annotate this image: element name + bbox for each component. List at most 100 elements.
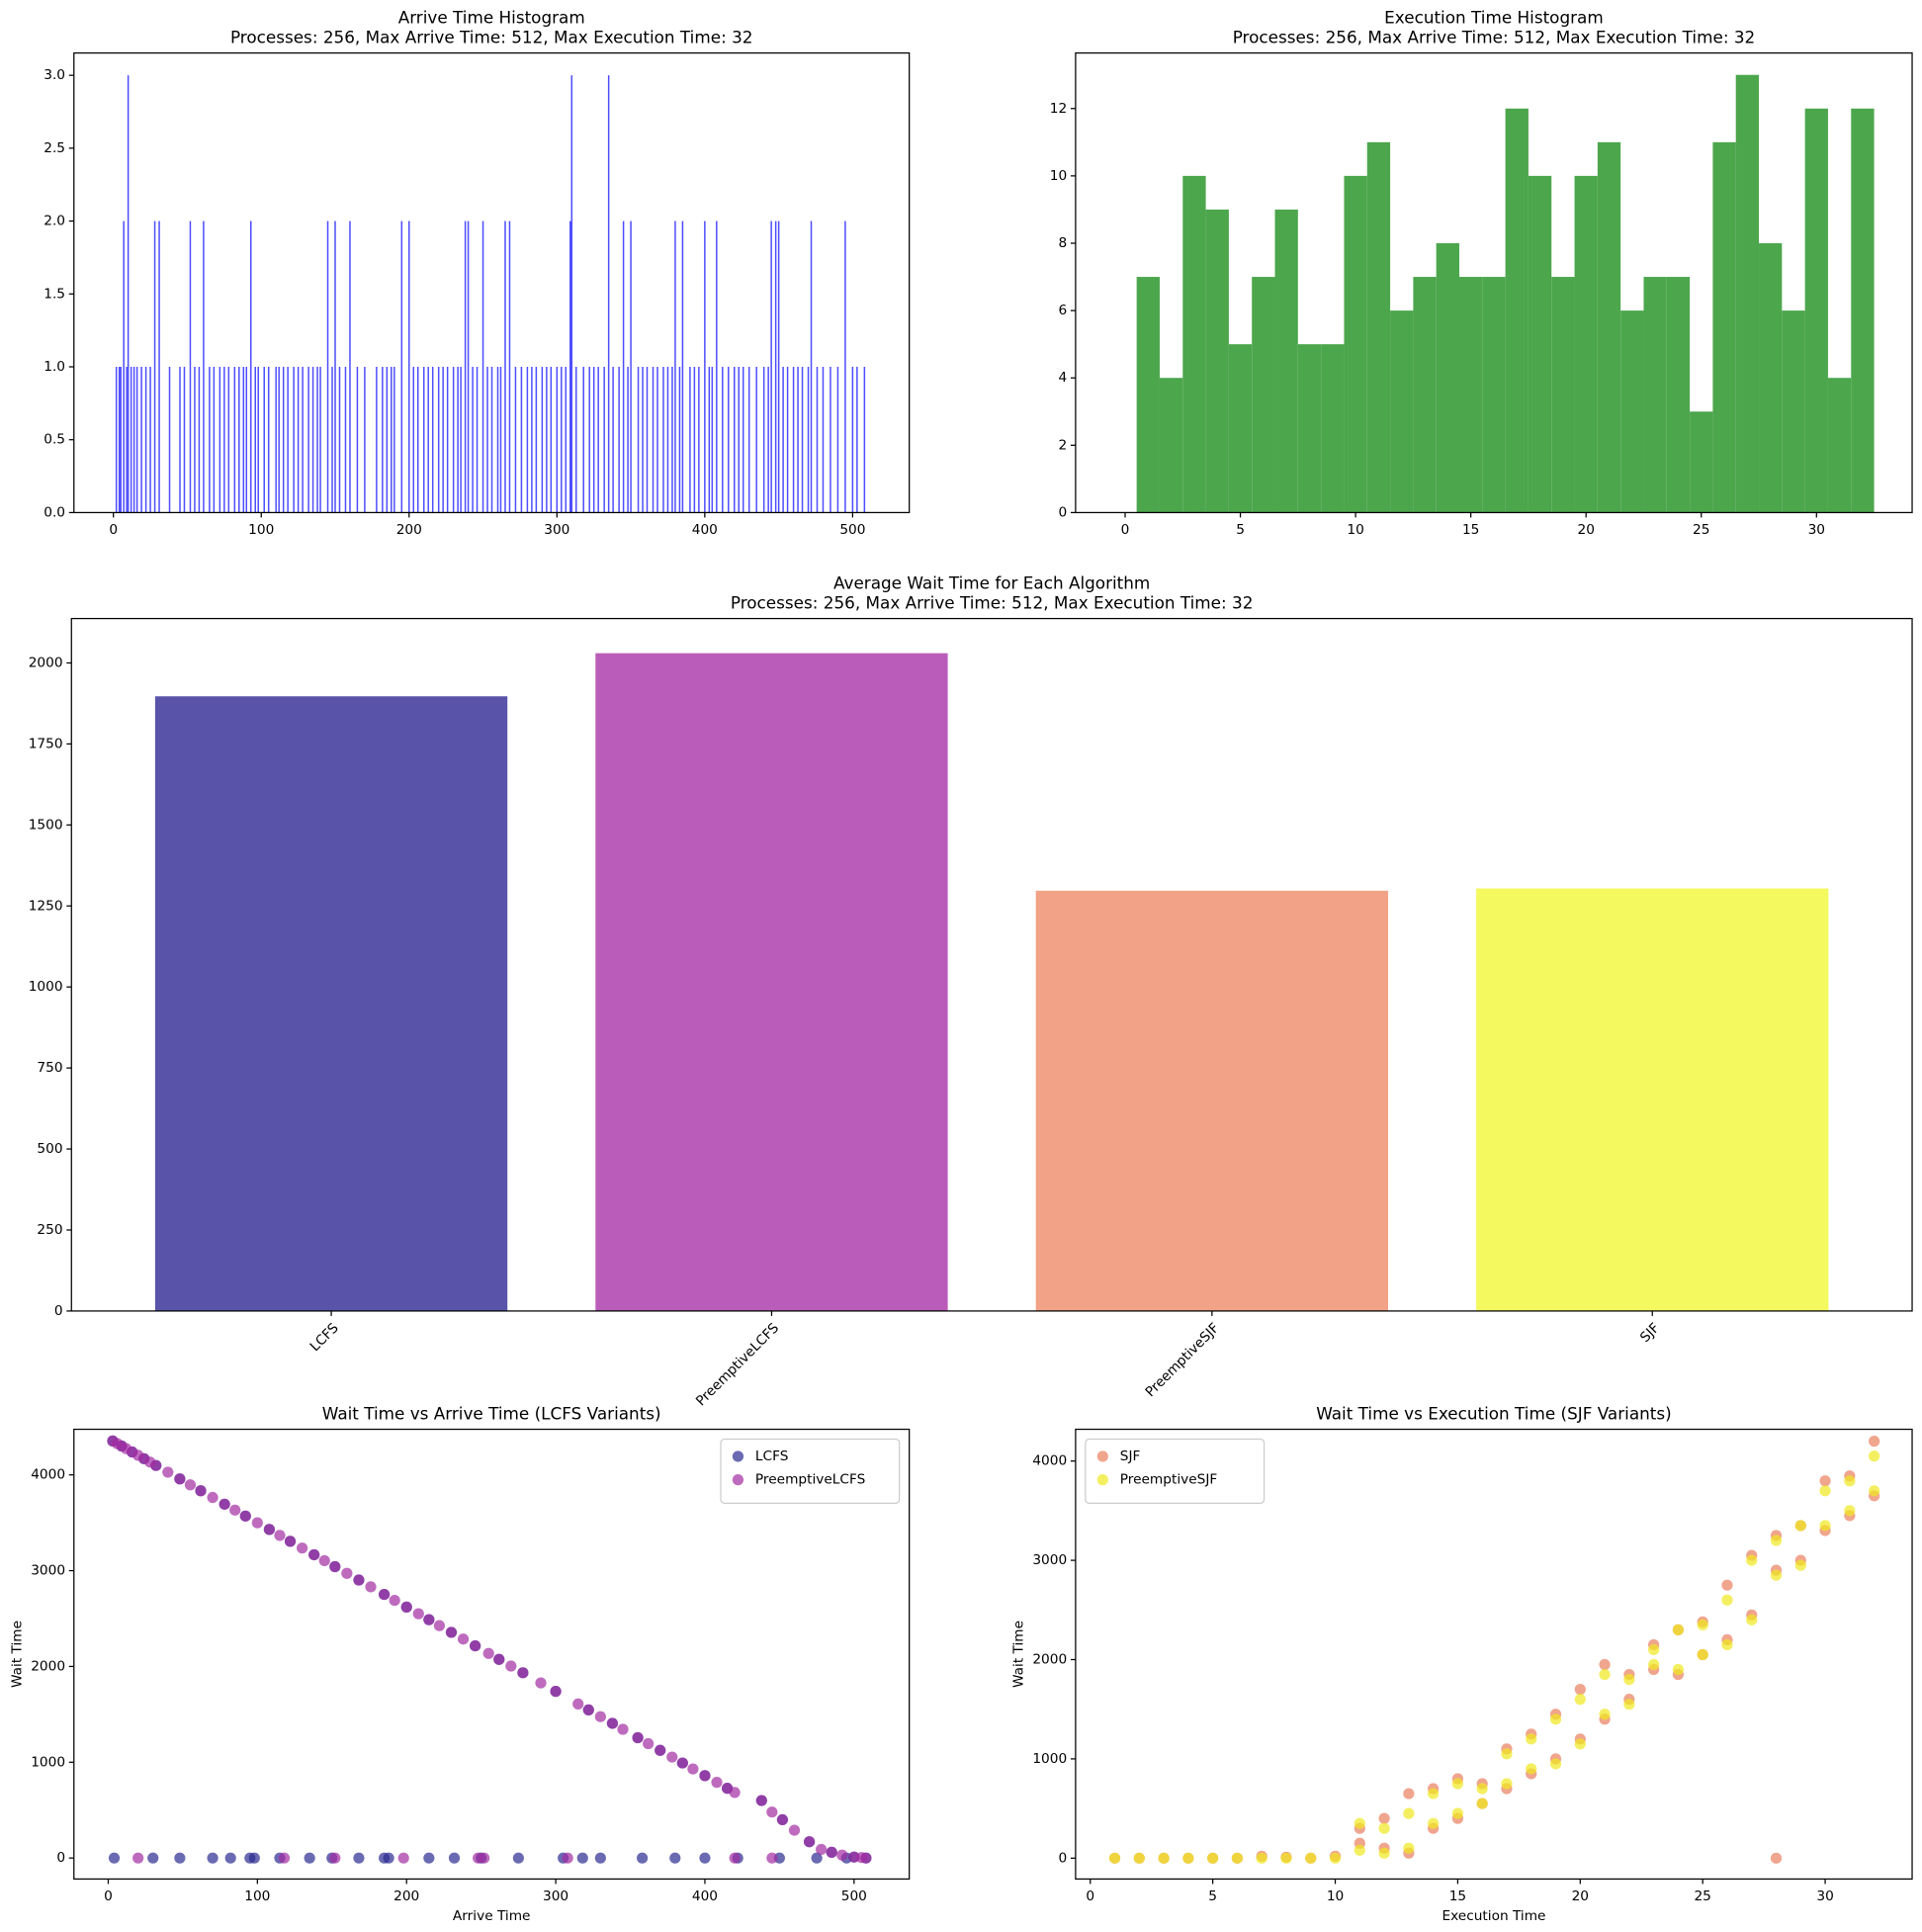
bar [344,366,347,513]
bar [1551,277,1575,513]
point [1133,1852,1145,1864]
point [1574,1694,1586,1706]
bar [486,366,488,513]
point [224,1852,236,1864]
point [636,1852,649,1864]
point [1746,1554,1758,1566]
bar [1666,277,1691,513]
point [766,1806,778,1818]
bar [326,220,329,513]
point [1623,1673,1635,1686]
bar [797,366,799,513]
bar [203,220,205,513]
bar [656,366,658,513]
chart-title: Average Wait Time for Each Algorithm [833,573,1150,593]
bar [349,220,351,513]
bar [356,366,359,513]
y-tick-label: 1250 [29,898,63,914]
bar [570,75,573,513]
bar [681,220,684,513]
point [174,1852,186,1864]
bar [416,366,419,513]
point [699,1770,711,1782]
point [1844,1475,1856,1487]
y-tick-label: 250 [37,1222,62,1238]
y-tick-label: 0 [56,1850,65,1866]
point [1869,1485,1880,1497]
point [445,1626,458,1638]
point [1869,1450,1880,1462]
x-tick-label: 0 [1086,1888,1094,1904]
axes-frame [73,51,911,514]
point [1746,1614,1758,1625]
point [535,1677,547,1689]
point [1182,1852,1194,1864]
bar [179,366,181,513]
point [1378,1812,1390,1824]
bar [446,366,449,513]
bar [646,366,649,513]
point [263,1524,276,1536]
bar [149,366,151,513]
x-tick-label: 10 [1347,522,1363,538]
point [162,1466,174,1478]
y-tick-label: 750 [37,1060,62,1076]
bar [198,366,201,513]
point [132,1852,144,1864]
point [594,1852,606,1864]
bar [526,366,529,513]
bar [364,366,366,513]
point [1599,1668,1611,1681]
bar [120,366,122,513]
point [341,1567,353,1579]
point [755,1795,767,1806]
bar [1297,344,1322,513]
bar [472,366,474,513]
point [329,1560,341,1573]
x-axis-label: Arrive Time [453,1908,531,1924]
y-tick-label: 0 [1058,504,1067,520]
bar [588,366,590,513]
bar [250,220,252,513]
bar [1159,378,1183,513]
bar [297,366,300,513]
bar [569,220,571,513]
bar [386,366,389,513]
bar [531,366,533,513]
y-tick-label: 6 [1058,303,1067,318]
chart-subtitle: Processes: 256, Max Arrive Time: 512, Ma… [230,28,753,47]
point [248,1852,260,1864]
bar [508,220,511,513]
bar [612,366,614,513]
y-tick-label: 4 [1058,370,1067,386]
y-tick-label: 0 [54,1303,63,1319]
point [482,1647,494,1659]
bar [1436,242,1459,513]
x-tick-label: 25 [1694,1888,1710,1904]
bar [630,220,632,513]
bar [442,366,444,513]
x-tick-label: 200 [396,522,422,538]
point [562,1852,573,1864]
point [1280,1852,1292,1864]
point [1378,1822,1390,1834]
point [1501,1748,1513,1760]
point [811,1852,823,1864]
bar [287,366,289,513]
chart-title: Wait Time vs Execution Time (SJF Variant… [1316,1404,1672,1424]
bar [490,366,493,513]
bar [722,366,724,513]
point [699,1852,711,1864]
y-tick-label: 0.0 [44,504,65,520]
bar [1458,277,1483,513]
bar [400,220,403,513]
bar [376,366,378,513]
bar [140,366,142,513]
bar [118,366,121,513]
point [365,1581,377,1593]
y-tick-label: 0.5 [44,432,65,448]
point [517,1667,529,1679]
x-tick-label: 5 [1236,522,1245,538]
